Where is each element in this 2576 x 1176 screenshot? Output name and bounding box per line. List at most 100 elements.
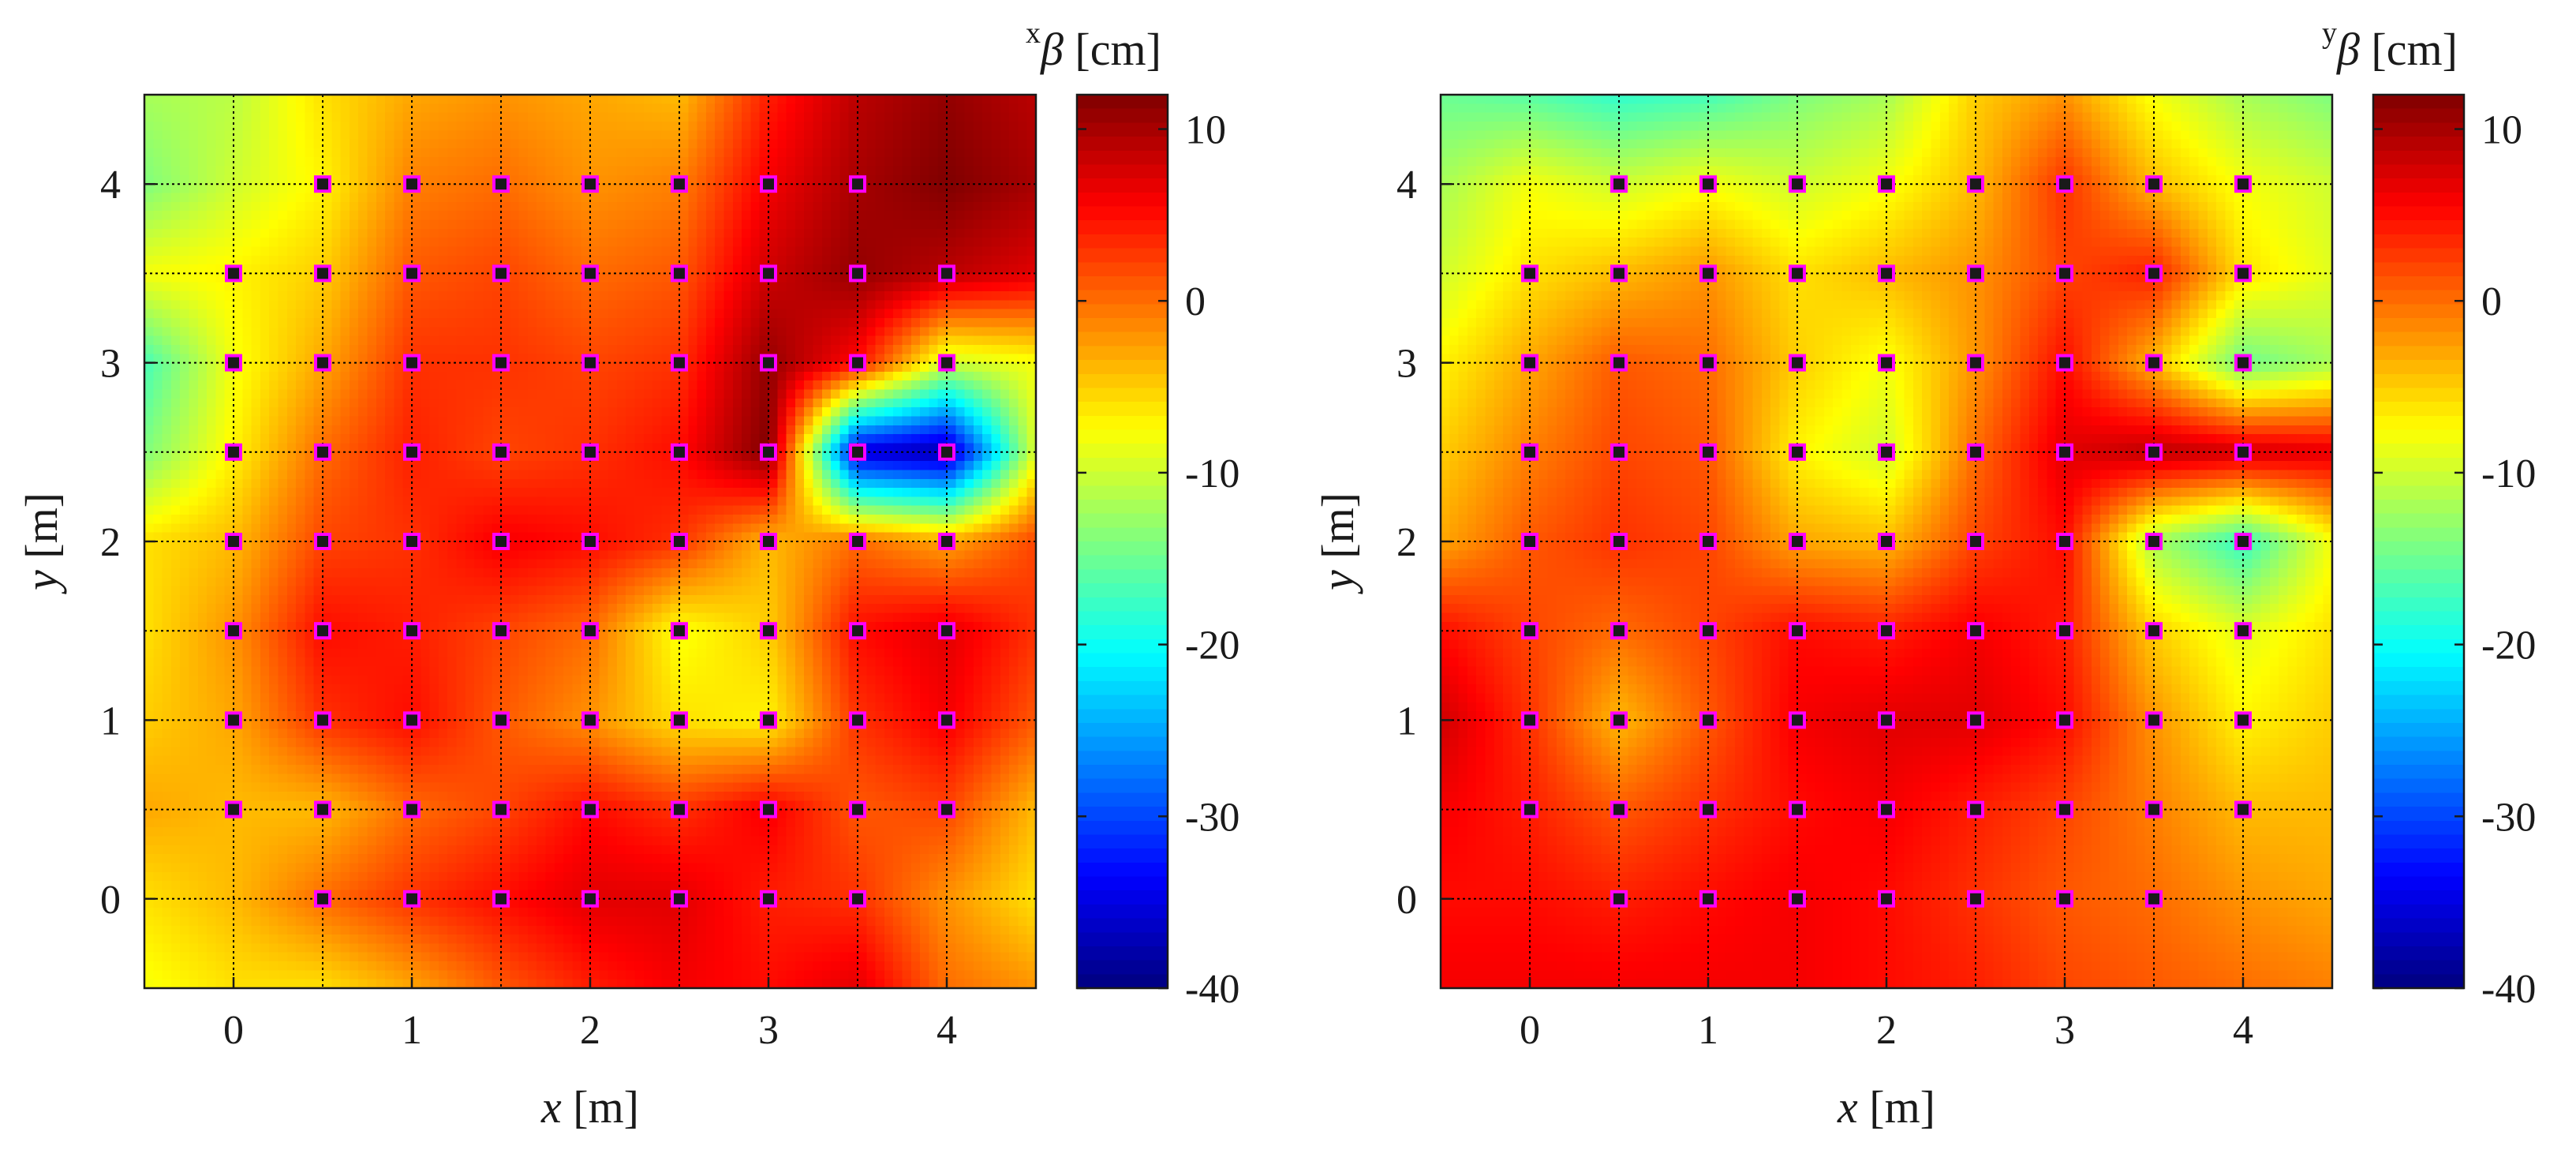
marker xyxy=(494,713,508,727)
colorbar-step xyxy=(2373,919,2464,933)
colorbar-step xyxy=(1077,332,1168,346)
marker xyxy=(761,624,776,638)
colorbar-step xyxy=(2373,178,2464,193)
marker xyxy=(494,266,508,280)
y-tick-label: 0 xyxy=(100,878,121,923)
marker xyxy=(851,892,865,906)
marker xyxy=(316,803,330,817)
colorbar-step xyxy=(1077,193,1168,207)
marker xyxy=(226,445,241,459)
marker xyxy=(851,713,865,727)
colorbar-step xyxy=(2373,151,2464,165)
x-tick-label: 1 xyxy=(402,1008,422,1053)
colorbar-step xyxy=(2373,458,2464,472)
colorbar-step xyxy=(2373,583,2464,597)
marker xyxy=(1968,803,1983,817)
marker xyxy=(940,534,954,549)
colorbar-step xyxy=(1077,220,1168,234)
marker xyxy=(405,266,419,280)
marker xyxy=(316,892,330,906)
marker xyxy=(851,624,865,638)
marker xyxy=(851,177,865,191)
colorbar-step xyxy=(1077,765,1168,779)
marker xyxy=(494,177,508,191)
marker xyxy=(316,624,330,638)
marker xyxy=(226,803,241,817)
marker xyxy=(1523,445,1537,459)
marker xyxy=(940,624,954,638)
marker xyxy=(1968,177,1983,191)
x-tick-label: 2 xyxy=(580,1008,600,1053)
colorbar-step xyxy=(2373,374,2464,388)
colorbar-step xyxy=(2373,625,2464,639)
marker xyxy=(2058,892,2072,906)
colorbar-step xyxy=(1077,863,1168,877)
colorbar-step xyxy=(1077,779,1168,793)
x-tick-label: 4 xyxy=(937,1008,957,1053)
marker xyxy=(2058,445,2072,459)
x-tick-label: 4 xyxy=(2233,1008,2253,1053)
marker xyxy=(672,624,686,638)
marker xyxy=(1879,266,1894,280)
colorbar-title: xβ [cm] xyxy=(1026,17,1161,75)
marker xyxy=(851,356,865,370)
marker xyxy=(1612,445,1626,459)
marker xyxy=(1790,534,1804,549)
marker xyxy=(583,624,597,638)
colorbar-step xyxy=(1077,402,1168,416)
colorbar-step xyxy=(1077,737,1168,751)
colorbar-step xyxy=(2373,485,2464,500)
marker xyxy=(672,892,686,906)
colorbar-step xyxy=(1077,834,1168,848)
marker xyxy=(583,713,597,727)
colorbar-tick-label: -40 xyxy=(1185,967,1239,1012)
marker xyxy=(583,803,597,817)
marker xyxy=(405,713,419,727)
marker xyxy=(316,266,330,280)
colorbar-step xyxy=(2373,360,2464,374)
marker xyxy=(2236,356,2250,370)
y-tick-label: 1 xyxy=(100,698,121,743)
marker xyxy=(1701,713,1715,727)
marker xyxy=(226,266,241,280)
colorbar-step xyxy=(2373,388,2464,402)
marker xyxy=(1968,266,1983,280)
colorbar-step xyxy=(1077,234,1168,249)
colorbar-step xyxy=(2373,779,2464,793)
marker xyxy=(583,177,597,191)
marker xyxy=(226,356,241,370)
marker xyxy=(2236,624,2250,638)
colorbar-step xyxy=(1077,932,1168,946)
marker xyxy=(2147,177,2161,191)
colorbar-step xyxy=(1077,290,1168,305)
colorbar-step xyxy=(1077,151,1168,165)
colorbar-step xyxy=(1077,625,1168,639)
figure-canvas: 0123401234x [m]y [m]100-10-20-30-40xβ [c… xyxy=(0,0,2576,1172)
marker xyxy=(672,266,686,280)
colorbar-step xyxy=(2373,402,2464,416)
marker xyxy=(2147,266,2161,280)
marker xyxy=(672,356,686,370)
marker xyxy=(1523,266,1537,280)
marker xyxy=(940,803,954,817)
marker xyxy=(2058,713,2072,727)
colorbar-step xyxy=(2373,654,2464,668)
colorbar-step xyxy=(1077,597,1168,612)
colorbar-step xyxy=(2373,877,2464,891)
marker xyxy=(1968,534,1983,549)
marker xyxy=(316,177,330,191)
colorbar-tick-label: 10 xyxy=(2481,108,2522,153)
marker xyxy=(494,892,508,906)
colorbar-step xyxy=(1077,374,1168,388)
x-tick-label: 2 xyxy=(1876,1008,1897,1053)
marker xyxy=(1879,177,1894,191)
marker xyxy=(2147,534,2161,549)
colorbar-step xyxy=(1077,318,1168,332)
colorbar-step xyxy=(1077,807,1168,821)
x-tick-label: 3 xyxy=(758,1008,779,1053)
colorbar-step xyxy=(1077,639,1168,654)
colorbar-step xyxy=(1077,751,1168,765)
marker xyxy=(1879,713,1894,727)
marker xyxy=(316,356,330,370)
